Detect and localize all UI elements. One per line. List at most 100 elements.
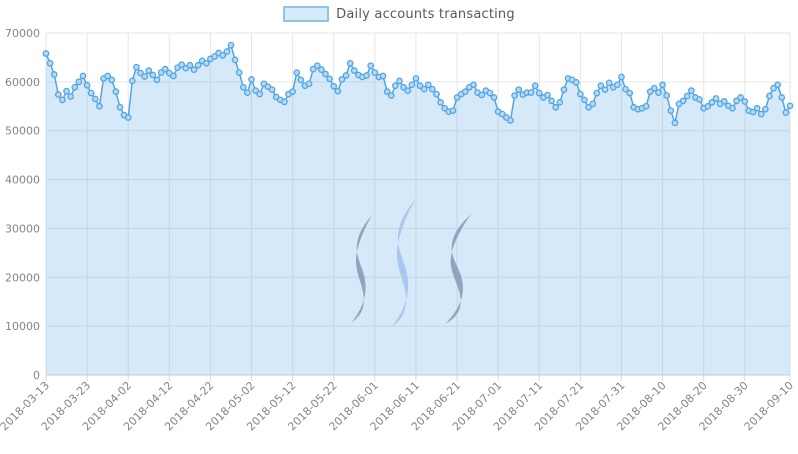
data-point[interactable] [597,82,605,90]
data-point[interactable] [774,81,782,89]
data-point[interactable] [211,53,218,60]
data-point[interactable] [420,85,428,93]
data-point[interactable] [478,91,486,99]
data-point[interactable] [71,83,79,91]
data-point[interactable] [96,102,103,110]
data-point[interactable] [786,102,794,110]
data-point[interactable] [297,76,305,84]
data-point[interactable] [141,73,148,80]
data-point[interactable] [400,83,407,91]
data-point[interactable] [663,92,671,99]
data-point[interactable] [186,61,194,69]
data-point[interactable] [687,87,695,95]
data-point[interactable] [712,95,720,102]
data-point[interactable] [309,65,317,73]
data-point[interactable] [671,119,679,127]
data-point[interactable] [433,90,440,98]
data-point[interactable] [461,88,469,95]
data-point[interactable] [342,72,350,79]
data-point[interactable] [733,97,740,105]
data-point[interactable] [622,85,629,93]
data-point[interactable] [667,107,675,115]
data-point[interactable] [453,94,461,101]
data-point[interactable] [67,93,75,100]
data-point[interactable] [379,72,387,80]
data-point[interactable] [322,70,329,78]
data-point[interactable] [679,97,687,105]
data-point[interactable] [133,63,140,71]
data-point[interactable] [239,83,247,91]
data-point[interactable] [161,65,169,73]
data-point[interactable] [63,87,70,95]
data-point[interactable] [83,81,91,89]
data-point[interactable] [749,108,757,116]
data-point[interactable] [108,76,116,84]
data-point[interactable] [281,98,288,106]
data-point[interactable] [231,56,239,64]
data-point[interactable] [170,72,177,80]
data-point[interactable] [708,99,716,106]
data-point[interactable] [75,78,83,86]
data-point[interactable] [605,79,613,87]
data-point[interactable] [429,85,436,93]
data-point[interactable] [424,81,432,89]
data-point[interactable] [560,86,568,94]
data-point[interactable] [531,82,539,90]
data-point[interactable] [104,72,112,80]
data-point[interactable] [79,72,87,80]
data-point[interactable] [515,86,523,94]
data-point[interactable] [437,99,444,106]
data-point[interactable] [696,96,703,103]
chart-legend[interactable]: Daily accounts transacting [0,6,798,22]
data-point[interactable] [507,117,514,124]
data-point[interactable] [577,90,584,98]
data-point[interactable] [766,92,773,100]
data-point[interactable] [585,103,592,111]
data-point[interactable] [770,84,777,92]
data-point[interactable] [383,88,391,95]
data-point[interactable] [305,80,313,88]
data-point[interactable] [581,96,588,104]
data-point[interactable] [46,59,54,67]
data-point[interactable] [761,105,769,113]
data-point[interactable] [511,92,518,99]
data-point[interactable] [659,81,666,89]
data-point[interactable] [535,89,543,97]
data-point[interactable] [470,81,477,89]
data-point[interactable] [614,81,621,89]
data-point[interactable] [128,77,136,85]
data-point[interactable] [404,87,412,95]
data-point[interactable] [244,89,251,96]
data-point[interactable] [149,71,157,79]
data-point[interactable] [704,102,712,110]
data-point[interactable] [50,71,58,78]
data-point[interactable] [235,69,243,76]
data-point[interactable] [54,91,62,98]
data-point[interactable] [59,96,66,104]
data-point[interactable] [293,69,301,76]
data-point[interactable] [392,82,399,90]
data-point[interactable] [194,61,202,69]
data-point[interactable] [527,89,535,96]
data-point[interactable] [650,84,658,92]
data-point[interactable] [544,91,551,99]
data-point[interactable] [741,98,749,105]
data-point[interactable] [371,69,379,76]
data-point[interactable] [363,72,370,79]
data-point[interactable] [91,95,99,103]
data-point[interactable] [572,79,580,86]
data-point[interactable] [642,102,650,110]
data-point[interactable] [782,109,790,116]
data-point[interactable] [124,114,132,121]
data-point[interactable] [190,66,198,73]
data-point[interactable] [646,88,654,95]
data-point[interactable] [683,92,691,100]
data-point[interactable] [556,99,564,106]
data-point[interactable] [387,92,395,99]
data-point[interactable] [367,62,375,70]
data-point[interactable] [289,88,296,95]
data-point[interactable] [601,86,609,94]
data-point[interactable] [334,87,342,95]
data-point[interactable] [449,107,457,115]
data-point[interactable] [157,69,165,76]
